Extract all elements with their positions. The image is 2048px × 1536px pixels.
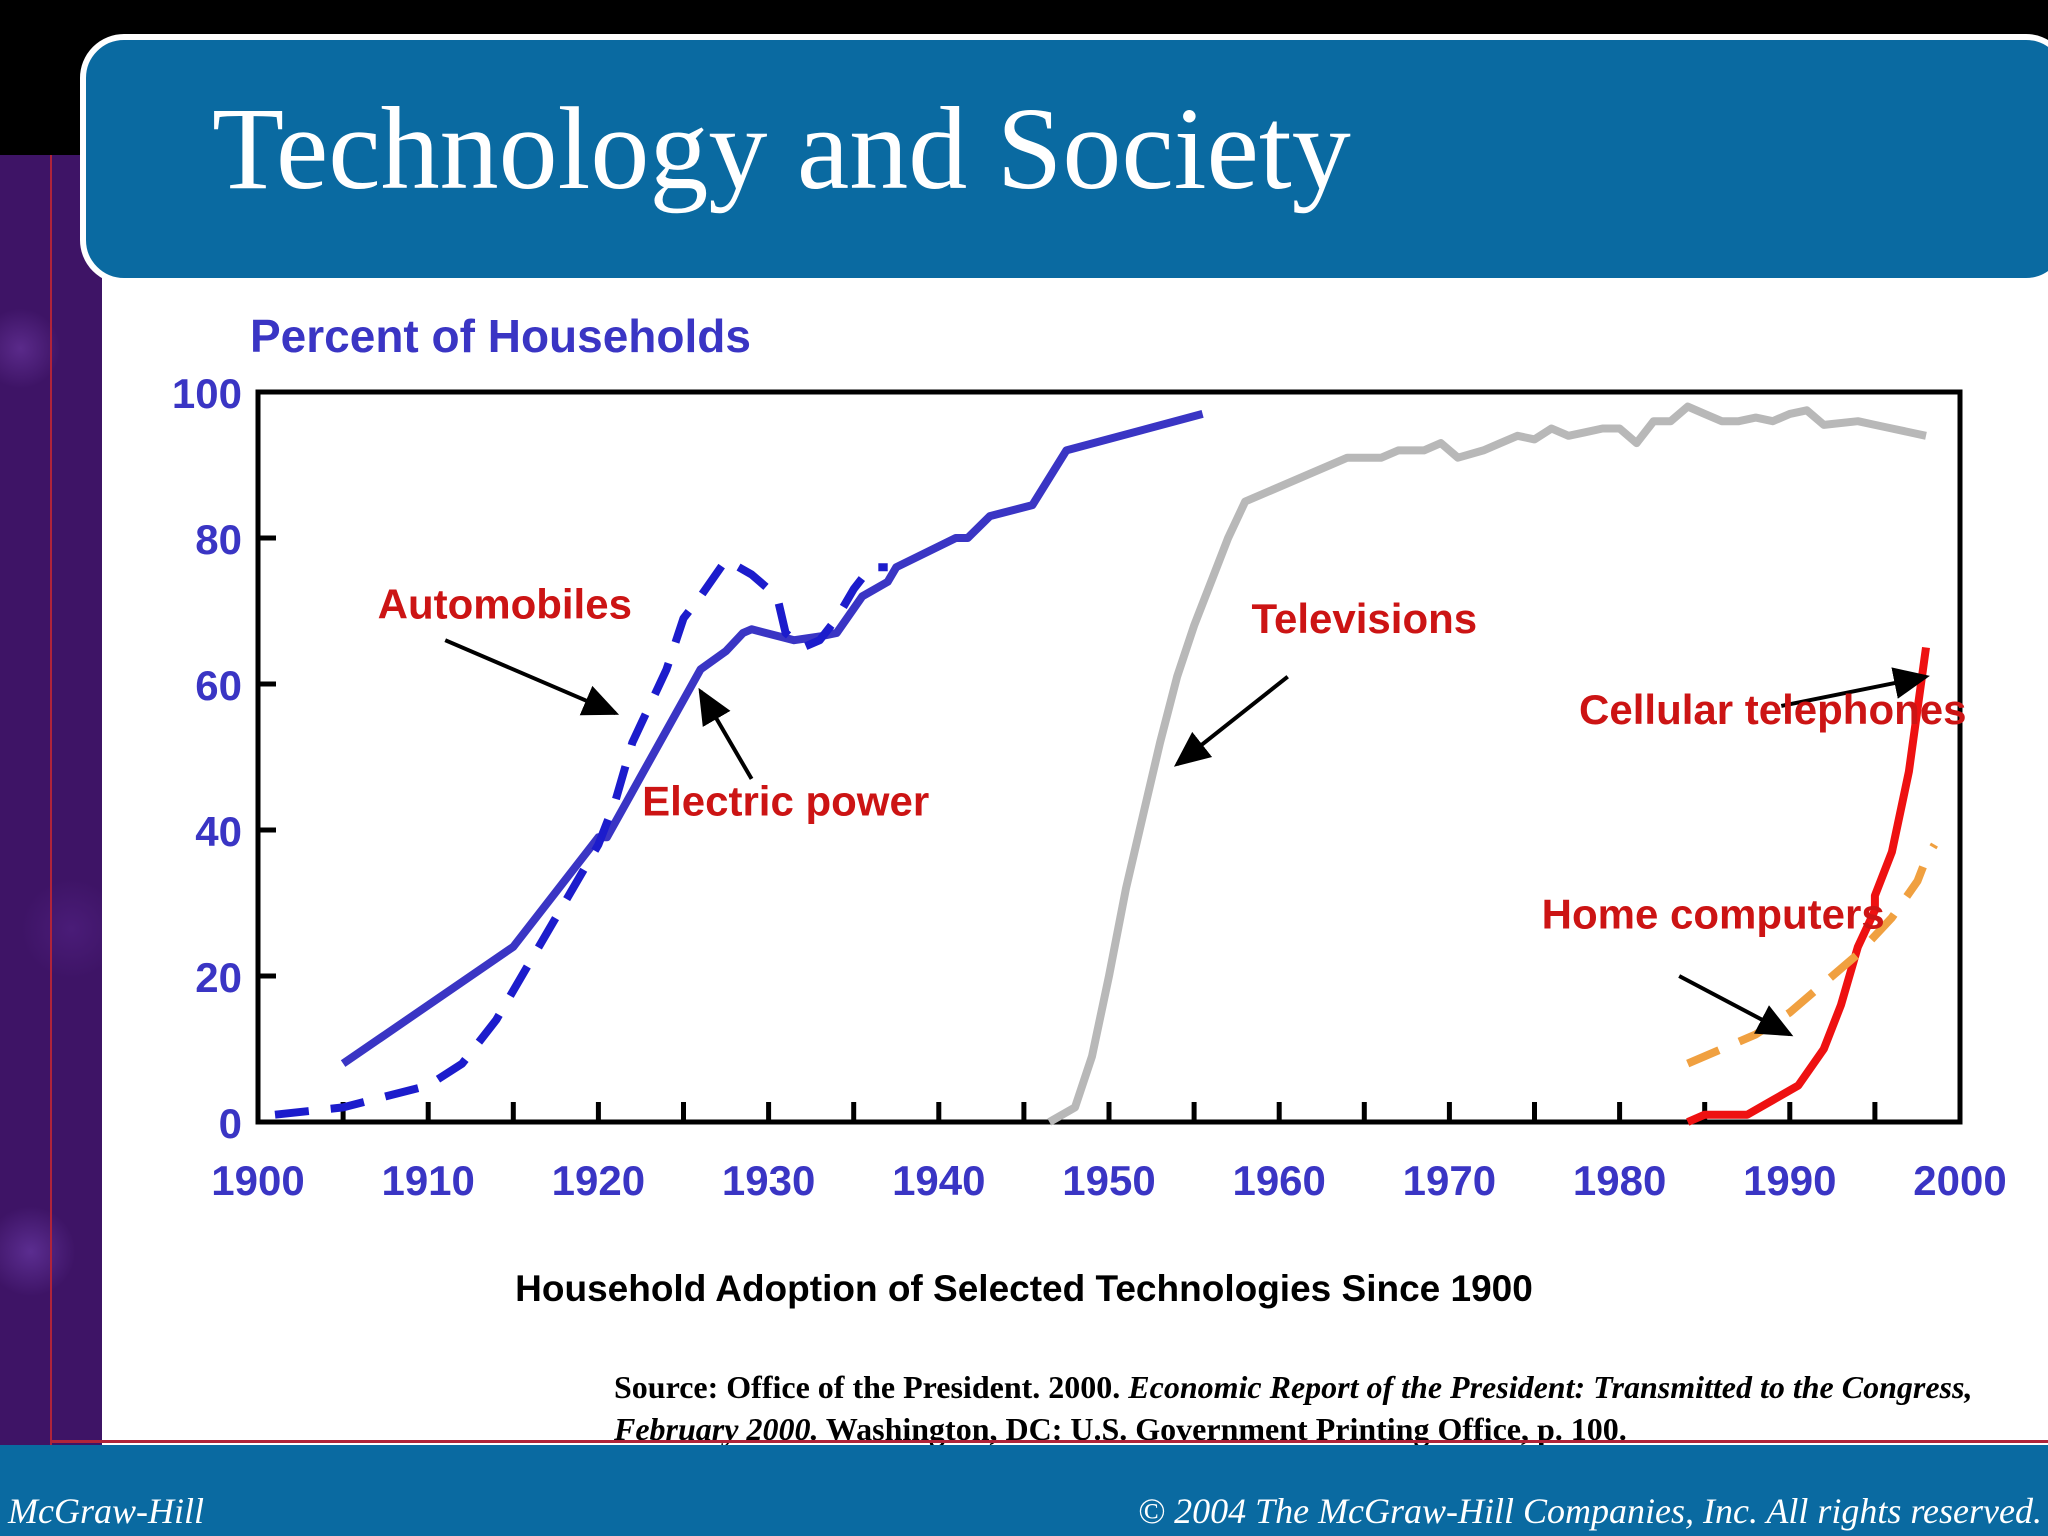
label-home-computers: Home computers bbox=[1542, 891, 1885, 938]
series-televisions bbox=[1047, 402, 1927, 1126]
footer-bar: McGraw-Hill © 2004 The McGraw-Hill Compa… bbox=[0, 1445, 2048, 1536]
slide-panel bbox=[102, 155, 2048, 1445]
y-tick-label-80: 80 bbox=[195, 516, 242, 563]
x-tick-label-1940: 1940 bbox=[892, 1157, 985, 1204]
y-tick-label-40: 40 bbox=[195, 808, 242, 855]
x-tick-label-2000: 2000 bbox=[1913, 1157, 2006, 1204]
series-cellular-telephones bbox=[1686, 646, 1930, 1126]
label-cellular-telephones: Cellular telephones bbox=[1579, 686, 1966, 733]
arrow-home-computers bbox=[1678, 974, 1794, 1037]
x-tick-label-1920: 1920 bbox=[552, 1157, 645, 1204]
x-tick-label-1990: 1990 bbox=[1743, 1157, 1836, 1204]
y-tick-label-100: 100 bbox=[172, 370, 242, 417]
publisher-name: McGraw-Hill bbox=[8, 1491, 204, 1531]
x-tick-label-1960: 1960 bbox=[1232, 1157, 1325, 1204]
source-text-1: Source: Office of the President. 2000. bbox=[614, 1369, 1129, 1405]
y-axis-title: Percent of Households bbox=[250, 310, 751, 362]
chart-caption: Household Adoption of Selected Technolog… bbox=[515, 1268, 1533, 1309]
title-banner bbox=[80, 34, 2048, 284]
x-tick-label-1980: 1980 bbox=[1573, 1157, 1666, 1204]
x-tick-label-1900: 1900 bbox=[211, 1157, 304, 1204]
plot-frame bbox=[255, 389, 1963, 1125]
arrow-electric-power bbox=[698, 687, 754, 780]
x-tick-label-1950: 1950 bbox=[1062, 1157, 1155, 1204]
x-tick-label-1910: 1910 bbox=[381, 1157, 474, 1204]
x-tick-label-1930: 1930 bbox=[722, 1157, 815, 1204]
x-tick-label-1970: 1970 bbox=[1403, 1157, 1496, 1204]
y-tick-label-20: 20 bbox=[195, 954, 242, 1001]
bottom-red-rule bbox=[50, 1440, 2048, 1443]
label-electric-power: Electric power bbox=[642, 777, 929, 824]
series-electric-power bbox=[340, 410, 1204, 1067]
y-tick-label-60: 60 bbox=[195, 662, 242, 709]
label-automobiles: Automobiles bbox=[378, 580, 632, 627]
series-home-computers bbox=[1686, 842, 1938, 1068]
left-red-rule bbox=[50, 155, 52, 1445]
slide-title: Technology and Society bbox=[212, 83, 1351, 214]
y-tick-label-0: 0 bbox=[219, 1100, 242, 1147]
copyright-notice: © 2004 The McGraw-Hill Companies, Inc. A… bbox=[1137, 1491, 2042, 1531]
source-citation: Source: Office of the President. 2000. E… bbox=[614, 1366, 2014, 1450]
label-televisions: Televisions bbox=[1251, 595, 1477, 642]
arrow-automobiles bbox=[444, 638, 620, 716]
arrow-televisions bbox=[1173, 675, 1289, 767]
arrow-cellular-telephones bbox=[1780, 667, 1930, 708]
series-automobiles bbox=[274, 555, 888, 1119]
